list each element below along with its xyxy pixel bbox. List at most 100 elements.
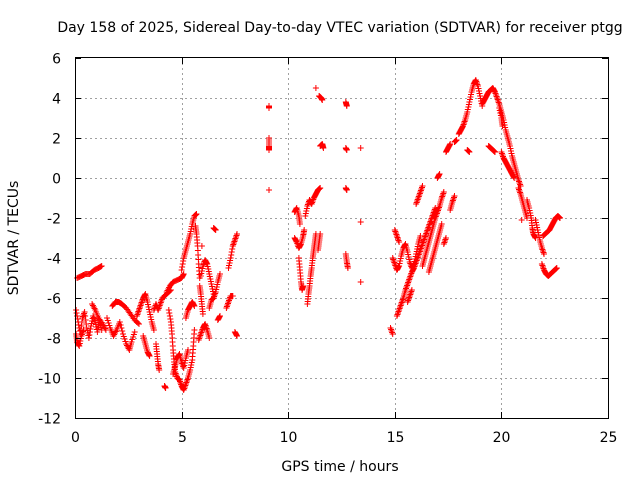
data-point xyxy=(134,320,141,326)
data-point xyxy=(541,251,547,257)
data-point xyxy=(150,327,157,333)
data-point xyxy=(119,328,126,334)
data-point xyxy=(80,327,87,333)
data-point xyxy=(419,183,426,189)
data-point xyxy=(234,333,240,339)
data-point xyxy=(118,325,125,331)
data-point xyxy=(212,227,219,233)
plot-frame xyxy=(75,57,609,419)
data-point xyxy=(396,239,403,245)
data-point xyxy=(217,313,223,319)
data-point xyxy=(319,97,326,103)
data-point xyxy=(511,175,518,181)
data-point xyxy=(344,265,351,271)
data-point xyxy=(499,123,506,129)
data-point xyxy=(117,322,124,328)
y-tick-label: 4 xyxy=(52,92,61,108)
data-point xyxy=(191,303,198,309)
y-tick-label: -4 xyxy=(47,252,61,268)
data-point xyxy=(86,329,93,335)
axis-ticks: 0 5 10 15 20 25 -12 -10 -8 -6 -4 -2 0 2 4 6 xyxy=(38,52,617,447)
y-tick-label: 2 xyxy=(52,132,61,148)
data-point xyxy=(518,217,525,223)
y-tick-label: -2 xyxy=(47,212,61,228)
data-point xyxy=(343,147,350,153)
x-tick-label: 5 xyxy=(178,430,187,446)
data-point xyxy=(146,353,153,359)
data-point xyxy=(180,271,187,277)
data-point xyxy=(408,287,415,293)
data-point xyxy=(443,235,449,241)
data-point xyxy=(131,329,138,335)
chart-title: Day 158 of 2025, Sidereal Day-to-day VTE… xyxy=(57,20,622,36)
data-point xyxy=(75,322,82,328)
x-tick-label: 25 xyxy=(600,430,618,446)
data-point xyxy=(216,314,223,320)
y-axis-label: SDTVAR / TECUs xyxy=(6,181,22,296)
y-tick-label: -10 xyxy=(38,372,61,388)
x-tick-label: 10 xyxy=(280,430,298,446)
data-point xyxy=(78,319,85,325)
data-point xyxy=(179,264,186,270)
x-tick-label: 20 xyxy=(493,430,511,446)
grid xyxy=(75,58,608,418)
data-point xyxy=(266,147,272,153)
data-points xyxy=(73,77,563,393)
data-point xyxy=(229,246,236,252)
data-point xyxy=(98,263,105,269)
data-point xyxy=(230,240,237,246)
data-point xyxy=(266,187,272,193)
y-tick-label: -6 xyxy=(47,292,61,308)
data-point xyxy=(217,271,223,277)
data-point xyxy=(492,149,498,155)
data-point xyxy=(440,189,447,195)
x-axis-label: GPS time / hours xyxy=(281,459,398,475)
data-point xyxy=(343,103,350,109)
data-point xyxy=(439,193,446,200)
data-point xyxy=(206,335,213,341)
data-point xyxy=(166,310,173,316)
data-point xyxy=(418,186,425,192)
x-tick-label: 0 xyxy=(71,430,80,446)
data-point xyxy=(317,185,324,191)
y-tick-label: -12 xyxy=(38,412,61,428)
data-point xyxy=(357,279,364,285)
data-point xyxy=(301,227,308,233)
data-point xyxy=(191,327,198,333)
data-point xyxy=(94,326,101,332)
data-point xyxy=(436,171,443,177)
data-point xyxy=(185,347,191,353)
data-point xyxy=(408,288,415,295)
data-point xyxy=(451,193,458,199)
data-point xyxy=(162,385,169,391)
x-tick-label: 15 xyxy=(387,430,405,446)
data-point xyxy=(395,264,402,270)
data-point xyxy=(553,265,560,271)
data-point xyxy=(557,215,563,221)
data-point xyxy=(300,283,307,289)
y-tick-label: 6 xyxy=(52,52,61,68)
data-point xyxy=(234,231,240,237)
data-point xyxy=(343,187,350,193)
data-point xyxy=(317,231,324,237)
data-point xyxy=(296,221,303,227)
data-point xyxy=(199,311,206,317)
data-point xyxy=(357,219,364,225)
data-point xyxy=(198,243,205,249)
y-tick-label: 0 xyxy=(52,172,61,188)
data-point xyxy=(227,255,234,261)
y-tick-label: -8 xyxy=(47,332,61,348)
data-point xyxy=(466,149,473,155)
data-point xyxy=(102,327,109,333)
data-point xyxy=(389,331,396,337)
data-point xyxy=(436,172,442,178)
data-point xyxy=(82,313,89,319)
data-point xyxy=(266,105,272,111)
data-point xyxy=(320,145,327,151)
data-point xyxy=(453,137,460,143)
data-point xyxy=(136,321,142,327)
data-point xyxy=(116,319,123,325)
data-point xyxy=(447,141,454,147)
